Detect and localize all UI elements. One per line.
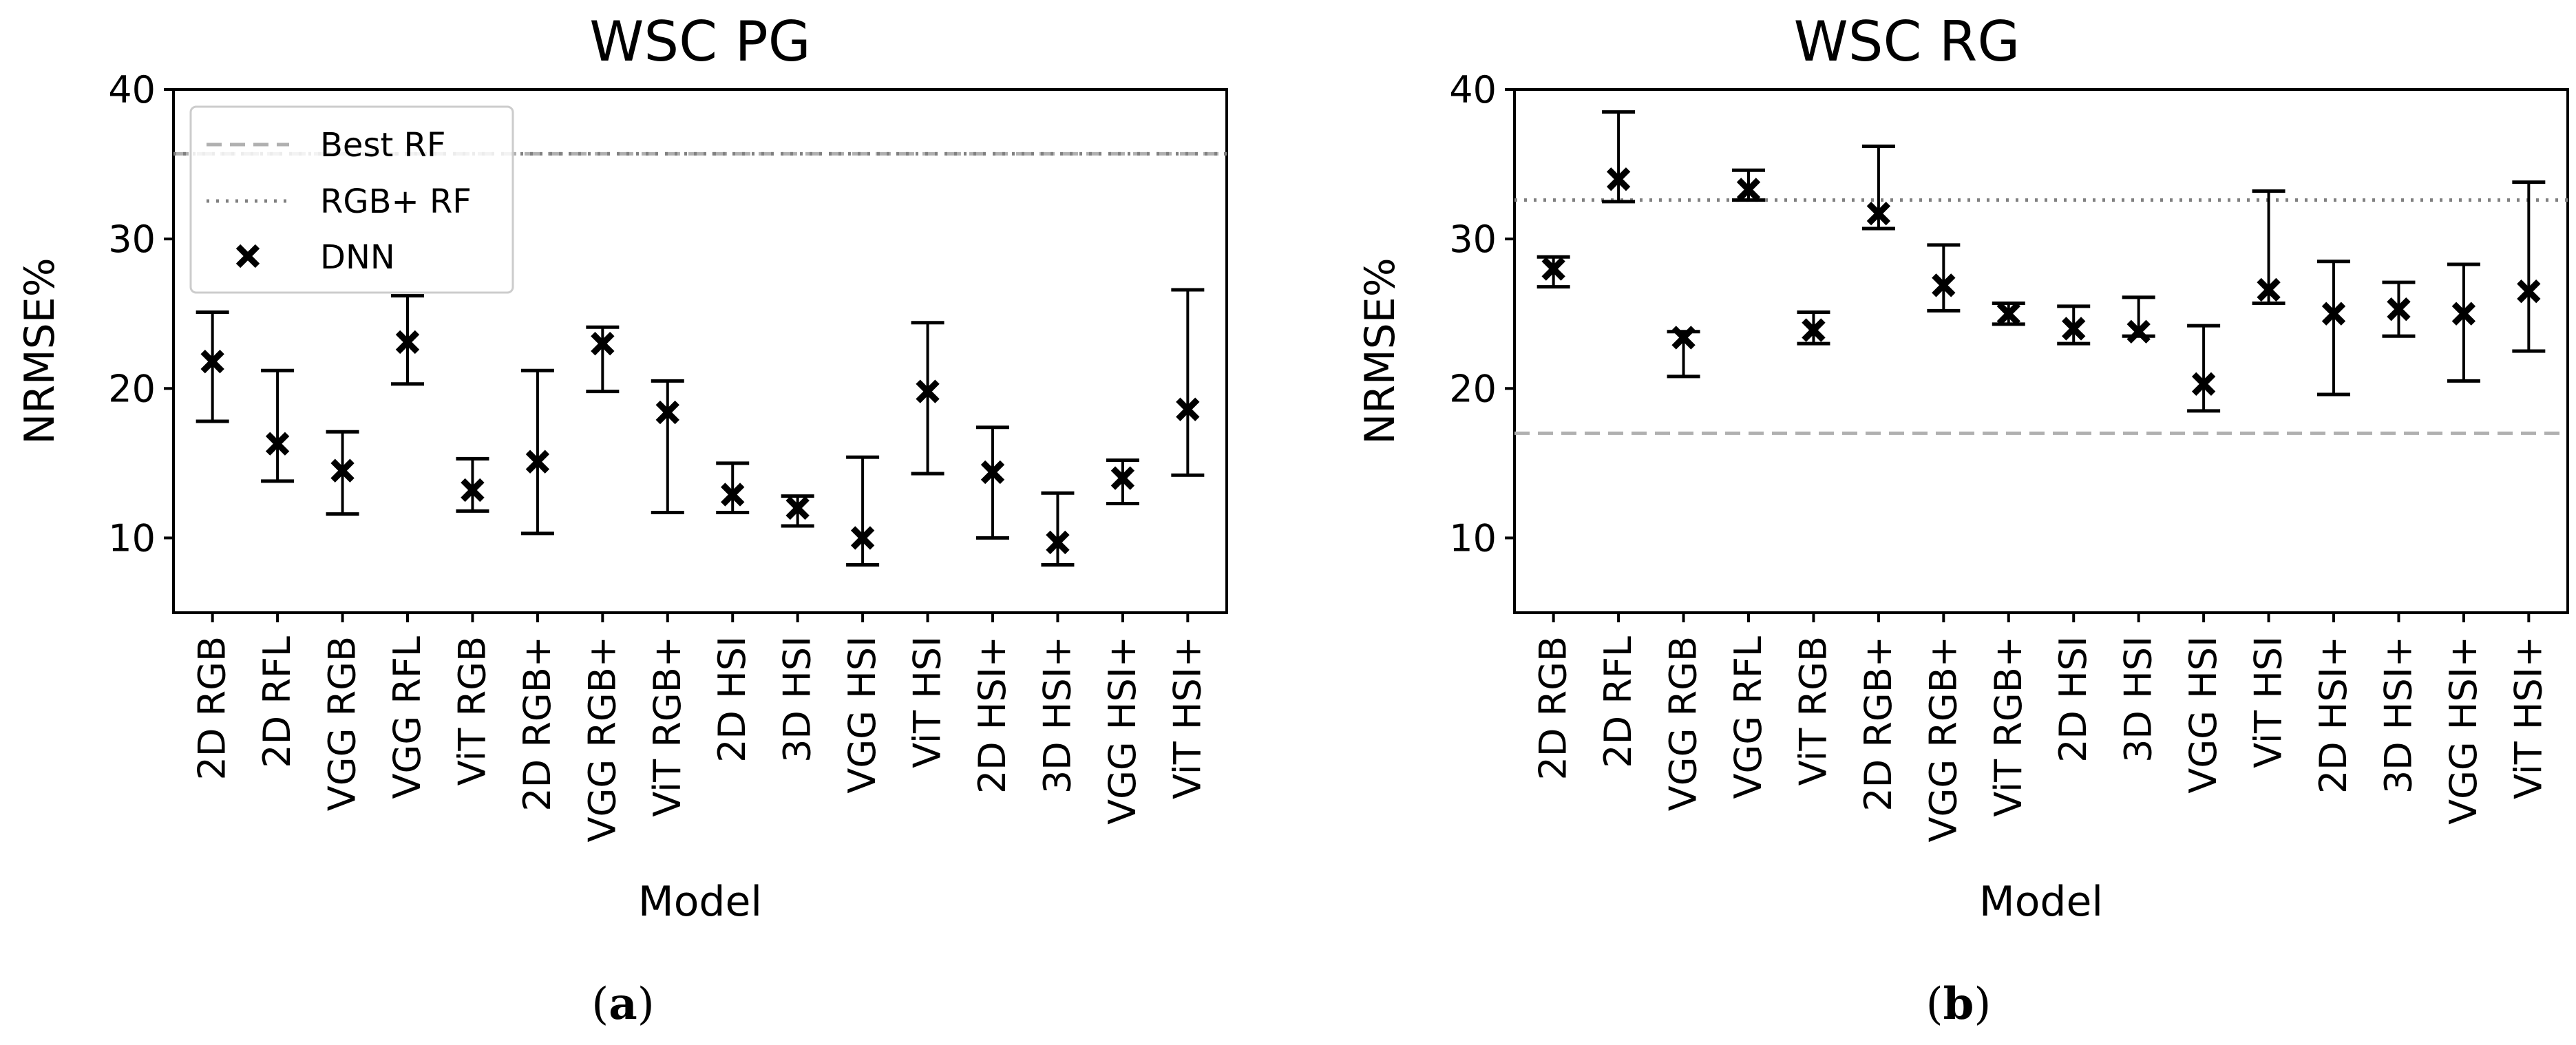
x-tick-label: ViT RGB+	[646, 636, 689, 817]
x-tick-label: VGG RFL	[1727, 636, 1770, 799]
x-tick-label: 2D HSI	[2051, 636, 2095, 763]
x-tick-label: VGG RGB+	[580, 636, 624, 842]
x-tick-label: 3D HSI	[2117, 636, 2160, 763]
x-tick-label: 3D HSI+	[1035, 636, 1079, 794]
x-tick-label: ViT RGB	[450, 636, 494, 785]
data-point	[1736, 178, 1761, 202]
data-point	[2517, 279, 2541, 304]
legend-dnn-marker	[235, 244, 260, 268]
y-tick-label: 40	[1449, 68, 1497, 112]
x-tick-label: VGG HSI	[2182, 636, 2225, 794]
plot-area-frame	[1513, 88, 2569, 614]
x-tick-label: VGG RGB+	[1921, 636, 1965, 842]
x-tick-label: 3D HSI+	[2376, 636, 2420, 794]
x-tick-label: 3D HSI	[776, 636, 819, 763]
chart-title: WSC PG	[589, 10, 810, 74]
data-point	[1996, 302, 2020, 326]
x-tick-label: 2D RGB+	[516, 636, 559, 812]
legend-dnn-label: DNN	[320, 238, 395, 277]
x-tick-label: ViT HSI+	[1165, 636, 1209, 799]
data-point	[1046, 530, 1070, 555]
data-point	[2387, 297, 2411, 321]
data-point	[785, 496, 810, 520]
x-tick-label: 2D RFL	[255, 636, 299, 768]
panel-label-letter: a	[609, 978, 637, 1030]
data-point	[1866, 202, 1891, 226]
x-tick-label: ViT HSI+	[2506, 636, 2550, 799]
y-axis-label: NRMSE%	[16, 257, 64, 444]
y-tick-label: 30	[1449, 218, 1497, 261]
y-tick-label: 10	[1449, 516, 1497, 560]
plot-marks	[1514, 110, 2568, 435]
data-point	[2257, 277, 2281, 302]
chart-panel-a: WSC PG NRMSE% Model (a) 10 20 30 40 2D RGB 2D…	[16, 10, 1228, 1030]
x-tick-label: VGG HSI	[841, 636, 884, 794]
data-point	[395, 330, 420, 355]
panel-label: (a)	[591, 978, 654, 1030]
y-tick-label: 30	[108, 218, 156, 261]
chart-panel-b: WSC RG NRMSE% Model (b) 10 20 30 40 2D RGB 2D…	[1356, 10, 2569, 1030]
y-axis-label: NRMSE%	[1356, 257, 1404, 444]
data-point	[2126, 319, 2151, 344]
x-tick-label: VGG HSI+	[2442, 636, 2485, 825]
x-tick-label: ViT HSI	[2247, 636, 2290, 768]
data-point	[1671, 326, 1696, 350]
legend-best-rf-label: Best RF	[320, 126, 446, 165]
legend: Best RF RGB+ RF DNN	[189, 105, 514, 294]
x-tick-label: ViT HSI	[906, 636, 949, 768]
legend-rgb-plus-rf-label: RGB+ RF	[320, 182, 472, 221]
x-tick-label: ViT RGB	[1791, 636, 1835, 785]
x-tick-label: ViT RGB+	[1987, 636, 2030, 817]
x-tick-label: 2D RGB	[1532, 636, 1575, 781]
data-point	[330, 458, 355, 483]
legend-frame	[189, 105, 514, 294]
x-axis-label: Model	[638, 878, 762, 926]
x-tick-label: 2D RGB	[191, 636, 234, 781]
data-point	[980, 460, 1005, 485]
plot-area-frame	[172, 88, 1228, 614]
data-point	[525, 450, 550, 474]
y-tick-label: 20	[108, 367, 156, 410]
x-tick-label: 2D HSI	[710, 636, 754, 763]
data-point	[265, 432, 290, 456]
data-point	[2062, 317, 2086, 341]
data-point	[2321, 302, 2346, 326]
x-axis-label: Model	[1979, 878, 2103, 926]
x-tick-label: VGG RFL	[386, 636, 429, 799]
x-tick-label: 2D HSI+	[2312, 636, 2355, 794]
data-point	[721, 483, 745, 507]
x-tick-label: VGG HSI+	[1101, 636, 1144, 825]
chart-title: WSC RG	[1794, 10, 2020, 74]
data-point	[1110, 466, 1135, 490]
data-point	[461, 478, 485, 503]
y-tick-label: 10	[108, 516, 156, 560]
panel-label: (b)	[1926, 978, 1992, 1030]
x-tick-label: 2D RFL	[1596, 636, 1640, 768]
data-point	[1606, 167, 1631, 191]
data-point	[1176, 397, 1200, 421]
x-tick-label: VGG RGB	[321, 636, 364, 811]
data-point	[2191, 372, 2216, 396]
y-tick-label: 20	[1449, 367, 1497, 410]
data-point	[591, 331, 615, 356]
data-point	[655, 400, 679, 425]
data-point	[850, 526, 875, 550]
x-tick-label: VGG RGB	[1662, 636, 1705, 811]
x-tick-label: 2D RGB+	[1857, 636, 1900, 812]
data-point	[916, 379, 940, 403]
data-point	[1932, 273, 1956, 297]
data-point	[1802, 318, 1826, 342]
y-tick-label: 40	[108, 68, 156, 112]
panel-label-letter: b	[1943, 978, 1974, 1030]
data-point	[1541, 257, 1565, 281]
data-point	[200, 350, 224, 374]
data-point	[2451, 302, 2476, 326]
x-tick-label: 2D HSI+	[971, 636, 1014, 794]
